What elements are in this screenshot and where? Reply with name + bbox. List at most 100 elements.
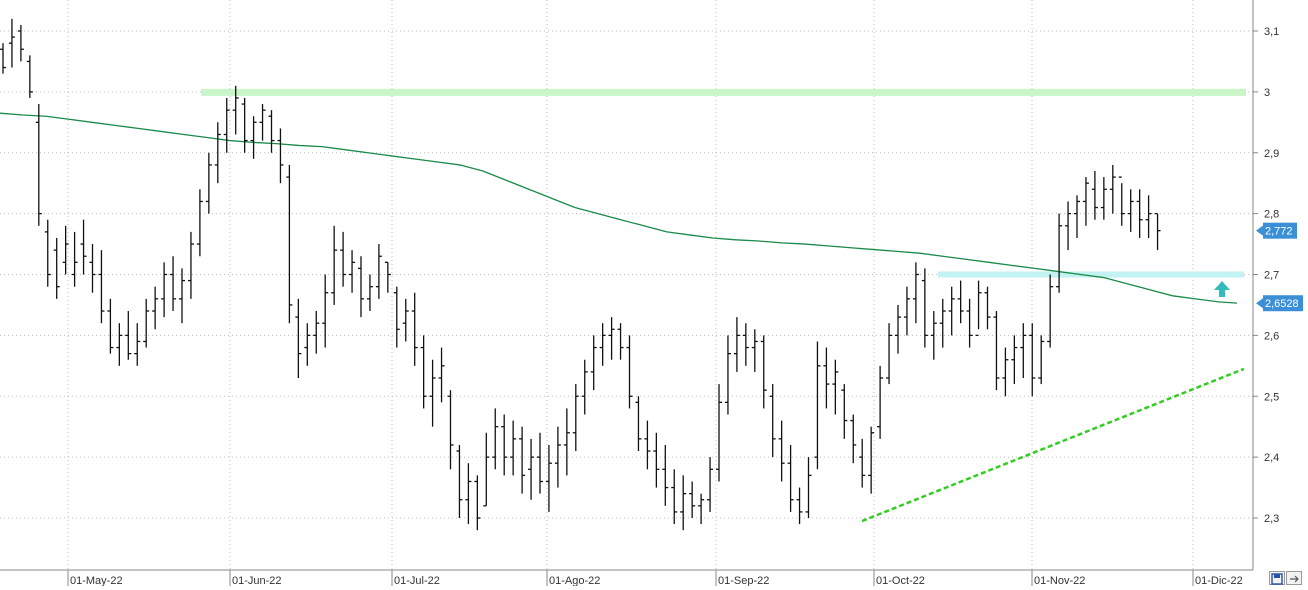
- y-tick-label: 2,9: [1264, 148, 1279, 160]
- ohlc-bar: [107, 298, 114, 354]
- ohlc-bar: [689, 481, 696, 518]
- ohlc-bar: [80, 219, 87, 275]
- grid: [0, 0, 1253, 570]
- ohlc-bar: [572, 384, 579, 452]
- ohlc-bar: [250, 116, 257, 159]
- ohlc-bar: [698, 493, 705, 525]
- ohlc-bar: [143, 298, 150, 348]
- x-tick-label: 01-Nov-22: [1034, 575, 1085, 586]
- moving-average-line: [0, 112, 1238, 304]
- ohlc-bar: [957, 280, 964, 324]
- ohlc-bar: [510, 420, 517, 476]
- ohlc-bar: [832, 359, 839, 415]
- ohlc-bar: [608, 317, 615, 360]
- ohlc-bar: [1082, 177, 1089, 226]
- ohlc-bar: [0, 43, 6, 74]
- ohlc-bar: [850, 414, 857, 464]
- y-tick-label: 3,1: [1264, 26, 1279, 38]
- ohlc-bar: [1145, 195, 1152, 238]
- price-bars: [0, 18, 1161, 531]
- ohlc-bar: [393, 286, 400, 348]
- x-axis-ticks: 01-May-22 01-Jun-22 01-Jul-22 01-Ago-22 01-S…: [67, 570, 1243, 586]
- x-tick-label: 01-May-22: [70, 575, 123, 586]
- ohlc-bar: [537, 432, 543, 494]
- ohlc-bar: [975, 280, 982, 337]
- last-price-label: 2,772: [1265, 226, 1293, 238]
- ohlc-bar: [205, 152, 212, 214]
- ohlc-bar: [277, 128, 284, 184]
- ohlc-bar: [349, 250, 356, 293]
- ohlc-bar: [921, 268, 928, 348]
- ohlc-bar: [519, 426, 526, 494]
- ohlc-bar: [196, 189, 203, 257]
- ohlc-bar: [35, 104, 42, 226]
- ohlc-bar: [1127, 189, 1134, 232]
- moving-average-label: 2,6528: [1265, 298, 1299, 310]
- ohlc-bar: [483, 432, 490, 507]
- ohlc-bar: [152, 286, 159, 330]
- ohlc-bar: [599, 323, 606, 366]
- ohlc-bar: [179, 268, 185, 324]
- y-tick-label: 2,4: [1264, 452, 1279, 464]
- ohlc-bar: [340, 231, 347, 287]
- ohlc-bar: [322, 274, 329, 348]
- ohlc-bar: [214, 122, 221, 184]
- ohlc-bar: [984, 286, 991, 330]
- y-tick-label: 2,3: [1264, 513, 1279, 525]
- ohlc-bar: [528, 438, 535, 500]
- ohlc-bar: [581, 359, 588, 415]
- ohlc-bar: [62, 225, 69, 275]
- ohlc-bar: [438, 347, 445, 403]
- ohlc-bar: [71, 231, 78, 287]
- ohlc-bar: [295, 298, 302, 378]
- y-tick-label: 3: [1264, 87, 1270, 99]
- ohlc-bar: [134, 323, 141, 366]
- ohlc-bar: [939, 298, 946, 348]
- ohlc-bar: [903, 286, 910, 336]
- ohlc-bar: [304, 323, 311, 366]
- ohlc-bar: [411, 292, 418, 366]
- ohlc-bar: [1029, 323, 1036, 397]
- ohlc-bar: [841, 384, 848, 439]
- ohlc-bar: [1118, 176, 1125, 226]
- trendline: [861, 367, 1245, 523]
- x-tick-label: 01-Dic-22: [1195, 575, 1243, 586]
- ohlc-bar: [474, 475, 481, 531]
- price-bands: [201, 88, 1246, 278]
- ohlc-bar: [554, 426, 561, 488]
- ohlc-bar: [17, 24, 24, 62]
- ohlc-bar: [187, 231, 194, 299]
- ohlc-bar: [268, 110, 275, 153]
- ohlc-bar: [1065, 201, 1072, 251]
- ohlc-bar: [733, 317, 740, 372]
- ohlc-bar: [751, 329, 758, 372]
- expand-icon[interactable]: [1286, 571, 1302, 585]
- ohlc-bar: [814, 341, 821, 470]
- ohlc-bar: [420, 335, 427, 409]
- ohlc-bar: [402, 298, 409, 342]
- moving-average-tag: 2,6528: [1256, 295, 1303, 312]
- ohlc-bar: [868, 426, 875, 494]
- ohlc-bar: [626, 335, 633, 409]
- y-tick-label: 2,5: [1264, 391, 1279, 403]
- ohlc-bar: [895, 304, 901, 354]
- ohlc-bar: [1154, 212, 1161, 251]
- ohlc-bar: [98, 250, 105, 324]
- ohlc-bar: [680, 475, 687, 531]
- ohlc-bar: [805, 457, 812, 518]
- ohlc-bar: [644, 420, 651, 470]
- ohlc-bar: [358, 256, 364, 318]
- ohlc-bar: [716, 384, 722, 482]
- ohlc-bar: [241, 97, 248, 153]
- ohlc-bar: [501, 414, 508, 476]
- y-tick-label: 2,8: [1264, 209, 1279, 221]
- ohlc-bar: [1002, 347, 1009, 397]
- y-tick-label: 2,7: [1264, 270, 1279, 282]
- ohlc-bar: [26, 55, 33, 98]
- y-axis-ticks: 3,1 3 2,9 2,8 2,7 2,6 2,5 2,4 2,3: [1253, 26, 1279, 525]
- save-icon[interactable]: [1269, 571, 1285, 585]
- ohlc-bar: [8, 18, 15, 68]
- x-tick-label: 01-Oct-22: [876, 575, 925, 586]
- ohlc-bar: [993, 311, 1000, 391]
